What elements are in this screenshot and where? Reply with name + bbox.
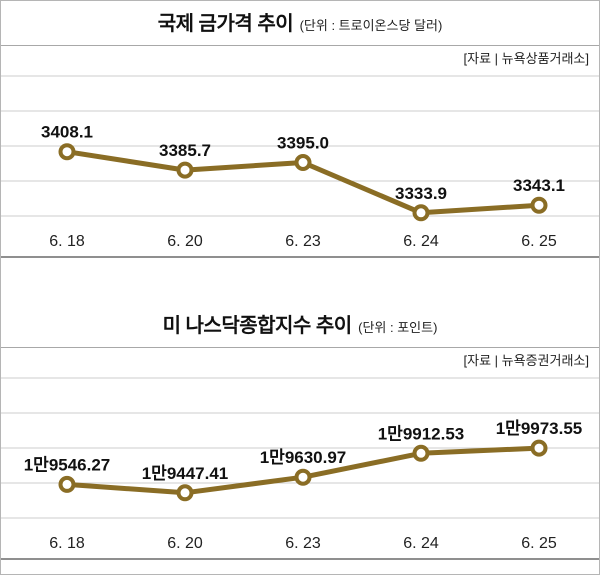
data-point-label: 3395.0	[277, 134, 329, 153]
data-point-label: 1만9973.55	[496, 419, 583, 438]
x-axis-label: 6. 23	[285, 233, 321, 250]
nasdaq-chart-title: 미 나스닥종합지수 추이	[162, 315, 353, 337]
data-point-marker	[412, 204, 430, 222]
panel-gold-price: 국제 금가격 추이 (단위 : 트로이온스당 달러) [자료 | 뉴욕상품거래소…	[1, 1, 599, 258]
x-axis-label: 6. 18	[49, 233, 85, 250]
panel-gap	[1, 258, 599, 303]
data-point-marker	[294, 154, 312, 171]
x-axis-label: 6. 24	[403, 535, 439, 552]
gold-chart-source: [자료 | 뉴욕상품거래소]	[463, 51, 589, 66]
data-point-marker	[58, 475, 76, 493]
gold-chart-title: 국제 금가격 추이	[157, 13, 294, 35]
data-point-label: 3333.9	[395, 184, 447, 203]
x-axis-label: 6. 23	[285, 535, 321, 552]
x-axis-label: 6. 24	[403, 233, 439, 250]
gold-chart-title-row: 국제 금가격 추이 (단위 : 트로이온스당 달러)	[1, 1, 599, 46]
nasdaq-chart-unit-label: (단위 : 포인트)	[358, 320, 438, 335]
nasdaq-chart-title-row: 미 나스닥종합지수 추이 (단위 : 포인트)	[1, 303, 599, 348]
data-point-marker	[412, 444, 430, 462]
gold-chart-unit-label: (단위 : 트로이온스당 달러)	[299, 18, 443, 33]
x-axis-label: 6. 25	[521, 233, 557, 250]
data-point-marker	[294, 468, 312, 486]
data-point-marker	[176, 161, 194, 179]
data-point-label: 1만9447.41	[142, 464, 229, 483]
data-point-marker	[58, 143, 76, 161]
data-point-marker	[530, 439, 548, 457]
data-point-label: 3343.1	[513, 176, 565, 195]
x-axis-label: 6. 25	[521, 535, 557, 552]
data-point-marker	[176, 484, 194, 502]
data-point-label: 1만9546.27	[24, 455, 111, 474]
x-axis-label: 6. 18	[49, 535, 85, 552]
gold-price-line-chart: 3408.1 6. 18 3385.7 6. 20 3395.0 6. 23 3333.9 6…	[1, 75, 599, 250]
data-point-label: 3408.1	[41, 123, 93, 142]
x-axis-label: 6. 20	[167, 233, 203, 250]
x-axis-label: 6. 20	[167, 535, 203, 552]
data-point-marker	[530, 196, 548, 214]
panel-nasdaq: 미 나스닥종합지수 추이 (단위 : 포인트) [자료 | 뉴욕증권거래소] 1…	[1, 303, 599, 560]
nasdaq-chart-source: [자료 | 뉴욕증권거래소]	[463, 353, 589, 368]
nasdaq-line-chart: 1만9546.27 6. 18 1만9447.41 6. 20 1만9630.97 6. …	[1, 377, 599, 552]
data-point-label: 1만9912.53	[378, 424, 465, 443]
data-point-label: 3385.7	[159, 141, 211, 160]
data-point-label: 1만9630.97	[260, 448, 347, 467]
